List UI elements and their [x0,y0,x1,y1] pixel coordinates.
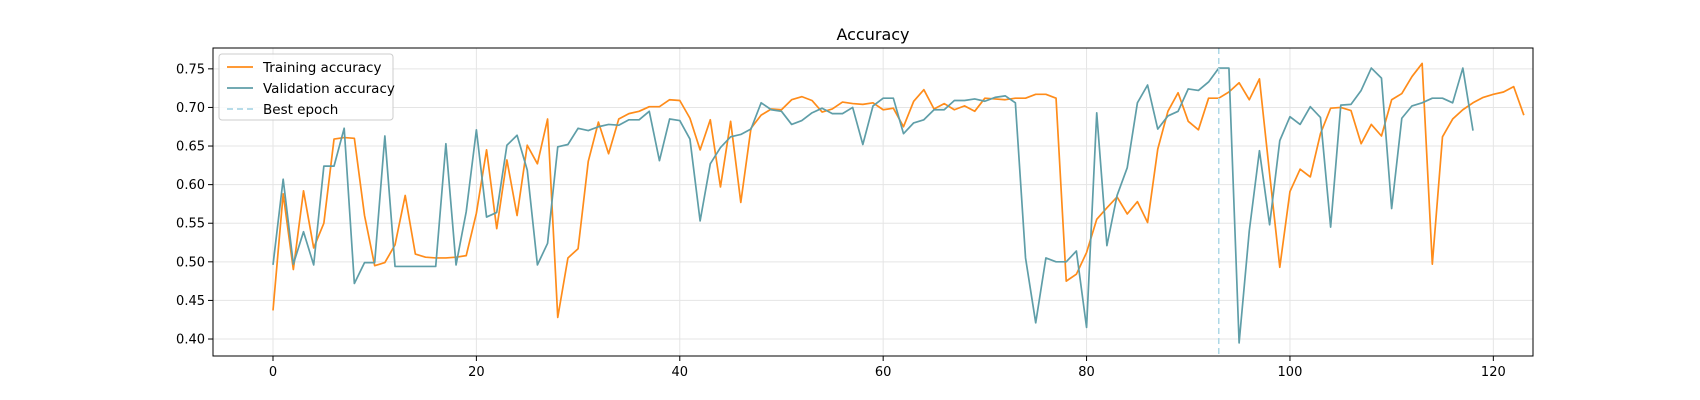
x-tick-label: 0 [269,365,277,380]
y-tick-label: 0.75 [176,62,205,77]
x-tick-label: 100 [1278,365,1303,380]
x-tick-label: 120 [1481,365,1506,380]
legend-label: Validation accuracy [263,81,395,97]
x-tick-label: 20 [468,365,485,380]
series-layer [272,48,1525,356]
y-tick-label: 0.65 [176,140,205,155]
y-tick-label: 0.40 [176,333,205,348]
legend: Training accuracy Validation accuracy Best… [218,53,395,121]
x-tick-label: 40 [672,365,689,380]
chart-title: Accuracy [836,25,909,44]
validation-accuracy-line [272,67,1474,344]
y-tick-label: 0.60 [176,178,205,193]
y-tick-label: 0.55 [176,217,205,232]
legend-label: Training accuracy [262,60,381,76]
y-tick-label: 0.45 [176,294,205,309]
y-tick-label: 0.50 [176,255,205,270]
y-tick-label: 0.70 [176,101,205,116]
legend-box [218,53,394,121]
x-tick-label: 60 [875,365,892,380]
axes-frame [212,47,1534,357]
ticks: 0 20 40 60 80 100 120 0.40 0.45 0.50 0.55 0.60 0.65 0… [176,62,1506,380]
legend-label: Best epoch [263,102,338,118]
x-tick-label: 80 [1078,365,1095,380]
